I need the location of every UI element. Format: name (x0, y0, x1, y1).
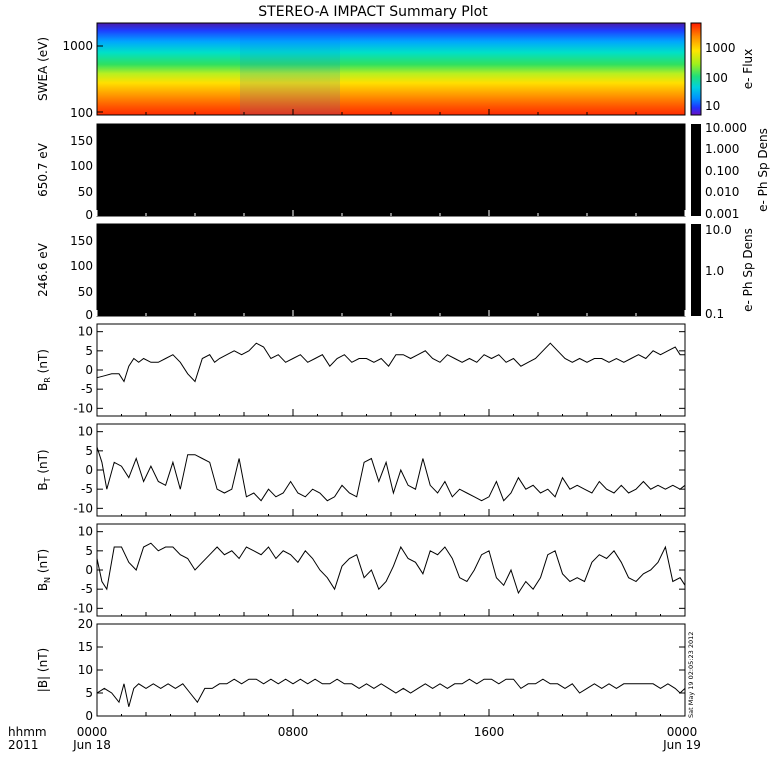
pad650-ytick: 100 (70, 159, 93, 173)
br-ytick-label: 10 (78, 325, 93, 339)
bn-ytick-label: -5 (81, 582, 93, 596)
time-tick-date-jun19: Jun 19 (662, 738, 701, 752)
br-series-line (96, 342, 685, 383)
br-ytick-label: 5 (85, 344, 93, 358)
bmag-ytick-label: 15 (78, 640, 93, 654)
swea-panel: SWEA (eV) 1000 100 1000 100 10 e- Flux (36, 22, 755, 120)
pad246-cb-tick: 0.1 (705, 307, 724, 321)
bn-ytick-label: 0 (85, 563, 93, 577)
swea-cb-tick-1000: 1000 (705, 41, 736, 55)
pad650-cb-tick: 0.010 (705, 185, 739, 199)
swea-cb-label: e- Flux (741, 49, 755, 89)
bt-ytick-label: -10 (73, 501, 93, 515)
pad650-colorbar (691, 124, 701, 216)
pad246-ytick: 0 (85, 308, 93, 322)
bmag-frame (96, 623, 686, 717)
bt-ylabel: BT (nT) (36, 449, 52, 490)
bmag-ytick-label: 5 (85, 686, 93, 700)
br-ytick-label: -10 (73, 401, 93, 415)
pad650-image (96, 123, 686, 217)
pad650-ylabel: 650.7 eV (36, 142, 50, 197)
br-ylabel: BR (nT) (36, 349, 52, 391)
time-tick-1600: 1600 (474, 725, 505, 739)
bt-series-line (96, 446, 686, 502)
bn-ylabel: BN (nT) (36, 549, 52, 591)
bn-ytick-label: -10 (73, 601, 93, 615)
br-ytick-label: 0 (85, 363, 93, 377)
time-tick-date-jun18: Jun 18 (72, 738, 111, 752)
bmag-ytick-label: 10 (78, 663, 93, 677)
pad246-panel: 246.6 eV 150 100 50 0 10.0 1.0 0.1 e- Ph… (36, 223, 755, 322)
swea-colorbar (690, 22, 702, 116)
br-ytick-label: -5 (81, 382, 93, 396)
pad650-cb-tick: 10.000 (705, 121, 747, 135)
pad650-cb-tick: 1.000 (705, 142, 739, 156)
pad246-ytick: 150 (70, 234, 93, 248)
pad246-ytick: 50 (78, 285, 93, 299)
pad650-ytick: 150 (70, 134, 93, 148)
bt-frame (96, 423, 686, 517)
pad246-cb-label: e- Ph Sp Dens (741, 228, 755, 312)
time-axis-label-year: 2011 (8, 738, 39, 752)
swea-ytick-1000: 1000 (62, 39, 93, 53)
bt-ytick-label: 0 (85, 463, 93, 477)
bn-ytick-label: 10 (78, 525, 93, 539)
bt-ytick-label: 10 (78, 425, 93, 439)
time-tick-0000-end: 0000 (667, 725, 698, 739)
chart-title: STEREO-A IMPACT Summary Plot (258, 4, 488, 20)
pad246-colorbar (691, 224, 701, 316)
bmag-series-line (96, 678, 686, 707)
pad650-ytick: 0 (85, 208, 93, 222)
swea-ylabel: SWEA (eV) (36, 37, 50, 101)
pad246-cb-tick: 10.0 (705, 223, 732, 237)
pad650-panel: 650.7 eV 150 100 50 0 10.000 1.000 0.100… (36, 121, 770, 222)
bmag-ytick-label: 20 (78, 617, 93, 631)
bmag-ytick-label: 0 (85, 709, 93, 723)
pad246-ylabel: 246.6 eV (36, 242, 50, 297)
swea-spectrogram (97, 23, 685, 115)
bt-ytick-label: -5 (81, 482, 93, 496)
pad650-ytick: 50 (78, 185, 93, 199)
swea-cb-tick-100: 100 (705, 71, 728, 85)
swea-cb-tick-10: 10 (705, 99, 720, 113)
bn-frame (96, 523, 686, 617)
time-axis: hhmm 2011 0000 Jun 18 0800 1600 0000 Jun… (8, 725, 701, 752)
pad246-image (96, 223, 686, 317)
bmag-ylabel: |B| (nT) (36, 648, 50, 692)
bn-series-line (96, 542, 686, 595)
br-frame (96, 323, 686, 417)
time-tick-0000: 0000 (77, 725, 108, 739)
time-axis-label-hhmm: hhmm (8, 725, 47, 739)
time-tick-0800: 0800 (278, 725, 309, 739)
pad650-cb-label: e- Ph Sp Dens (756, 128, 770, 212)
bt-ytick-label: 5 (85, 444, 93, 458)
pad246-ytick: 100 (70, 259, 93, 273)
pad246-cb-tick: 1.0 (705, 264, 724, 278)
pad650-cb-tick: 0.100 (705, 164, 739, 178)
pad650-cb-tick: 0.001 (705, 207, 739, 221)
generation-timestamp: Sat May 19 02:05:23 2012 (687, 632, 695, 718)
swea-ytick-100: 100 (70, 106, 93, 120)
swea-dip-region (240, 23, 340, 115)
bn-ytick-label: 5 (85, 544, 93, 558)
